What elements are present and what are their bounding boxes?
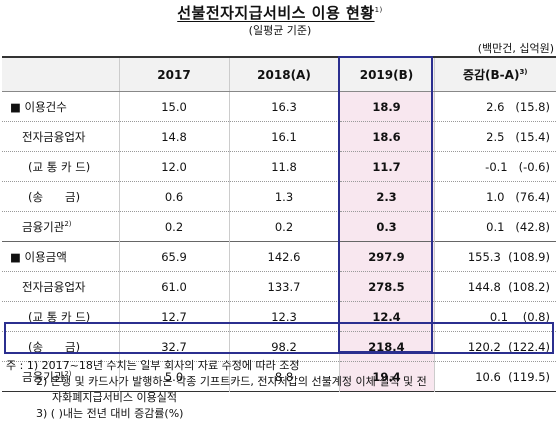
table-row: 금융기관2) 5.0 8.8 19.4 10.6 (119.5) (2, 361, 556, 392)
row-label-text: (교 통 카 드) (28, 159, 91, 174)
subtitle: (일평균 기준) (248, 24, 312, 37)
row-label: ■ 이용금액 (2, 241, 119, 272)
footnote-2-cont: 자화폐지급서비스 이용실적 (52, 391, 177, 404)
header-2019: 2019(B) (338, 57, 434, 92)
cell-2018: 98.2 (228, 331, 339, 362)
header-change-label: 증감(B-A) (462, 68, 520, 82)
cell-change: 0.1 (42.8) (433, 211, 556, 242)
footnote-1: 주 : 1) 2017~18년 수치는 일부 회사의 자료 수정에 따라 조정 (6, 359, 300, 372)
table-row: (교 통 카 드) 12.0 11.8 11.7 -0.1 (-0.6) (2, 151, 556, 182)
row-label: (교 통 카 드) (2, 151, 119, 182)
cell-2018: 142.6 (228, 241, 339, 272)
cell-2019: 19.4 (338, 361, 434, 392)
page-title: 선불전자지급서비스 이용 현황1) (0, 2, 560, 23)
table-row: (교 통 카 드) 12.7 12.3 12.4 0.1 (0.8) (2, 301, 556, 332)
row-label: (교 통 카 드) (2, 301, 119, 332)
cell-2017: 12.0 (118, 151, 229, 182)
cell-change: 2.6 (15.8) (433, 91, 556, 122)
table-row: ■ 이용금액 65.9 142.6 297.9 155.3 (108.9) (2, 241, 556, 272)
cell-2019: 18.9 (338, 91, 434, 122)
row-label-text: (송 금) (28, 339, 81, 354)
header-row: 2017 2018(A) 2019(B) 증감(B-A)3) (2, 57, 556, 92)
row-label-text: 금융기관 (22, 219, 65, 234)
cell-2018: 1.3 (228, 181, 339, 212)
cell-change: 0.1 (0.8) (433, 301, 556, 332)
cell-2019: 18.6 (338, 121, 434, 152)
header-label (2, 57, 119, 92)
row-label: 금융기관2) (2, 211, 119, 242)
row-label-text: ■ 이용건수 (10, 99, 67, 114)
footnote-2: 2) 은행 및 카드사가 발행하는 각종 기프트카드, 전자지갑의 선불계정 이… (36, 375, 427, 388)
cell-2017: 5.0 (118, 361, 229, 392)
cell-2019: 218.4 (338, 331, 434, 362)
table-row: (송 금) 0.6 1.3 2.3 1.0 (76.4) (2, 181, 556, 212)
row-label: (송 금) (2, 181, 119, 212)
row-label-note: 2) (64, 219, 72, 228)
header-change-note: 3) (519, 68, 528, 76)
row-label-text: (송 금) (28, 189, 81, 204)
cell-change: 1.0 (76.4) (433, 181, 556, 212)
header-change: 증감(B-A)3) (433, 57, 556, 92)
cell-2017: 32.7 (118, 331, 229, 362)
cell-2017: 12.7 (118, 301, 229, 332)
cell-2018: 0.2 (228, 211, 339, 242)
cell-change: 10.6 (119.5) (433, 361, 556, 392)
header-2017: 2017 (118, 57, 229, 92)
row-label-text: 금융기관 (22, 369, 65, 384)
row-label: 전자금융업자 (2, 271, 119, 302)
title-text: 선불전자지급서비스 이용 현황 (177, 4, 375, 22)
cell-change: 144.8 (108.2) (433, 271, 556, 302)
table-row: 전자금융업자 61.0 133.7 278.5 144.8 (108.2) (2, 271, 556, 302)
table-row: ■ 이용건수 15.0 16.3 18.9 2.6 (15.8) (2, 91, 556, 122)
table-row: 금융기관2) 0.2 0.2 0.3 0.1 (42.8) (2, 211, 556, 242)
cell-2018: 11.8 (228, 151, 339, 182)
cell-2019: 11.7 (338, 151, 434, 182)
data-table: 2017 2018(A) 2019(B) 증감(B-A)3) ■ 이용건수 15… (2, 56, 556, 392)
cell-2018: 8.8 (228, 361, 339, 392)
cell-2019: 297.9 (338, 241, 434, 272)
cell-2017: 61.0 (118, 271, 229, 302)
cell-2017: 0.2 (118, 211, 229, 242)
row-label-text: ■ 이용금액 (10, 249, 67, 264)
cell-change: 120.2 (122.4) (433, 331, 556, 362)
row-label-text: 전자금융업자 (22, 279, 86, 294)
footnote-3: 3) ( )내는 전년 대비 증감률(%) (36, 407, 184, 420)
table-row: 전자금융업자 14.8 16.1 18.6 2.5 (15.4) (2, 121, 556, 152)
header-2018: 2018(A) (228, 57, 339, 92)
row-label: (송 금) (2, 331, 119, 362)
row-label-note: 2) (64, 369, 72, 378)
cell-2018: 16.3 (228, 91, 339, 122)
table-row: (송 금) 32.7 98.2 218.4 120.2 (122.4) (2, 331, 556, 362)
cell-2019: 12.4 (338, 301, 434, 332)
cell-2017: 0.6 (118, 181, 229, 212)
cell-2018: 12.3 (228, 301, 339, 332)
row-label: 전자금융업자 (2, 121, 119, 152)
row-label: 금융기관2) (2, 361, 119, 392)
cell-2017: 14.8 (118, 121, 229, 152)
cell-change: 2.5 (15.4) (433, 121, 556, 152)
cell-2017: 15.0 (118, 91, 229, 122)
cell-2019: 2.3 (338, 181, 434, 212)
unit-label: (백만건, 십억원) (477, 42, 554, 55)
row-label: ■ 이용건수 (2, 91, 119, 122)
cell-2018: 133.7 (228, 271, 339, 302)
cell-2019: 278.5 (338, 271, 434, 302)
cell-2017: 65.9 (118, 241, 229, 272)
cell-change: 155.3 (108.9) (433, 241, 556, 272)
row-label-text: (교 통 카 드) (28, 309, 91, 324)
cell-change: -0.1 (-0.6) (433, 151, 556, 182)
row-label-text: 전자금융업자 (22, 129, 86, 144)
title-footnote-mark: 1) (374, 6, 383, 14)
cell-2018: 16.1 (228, 121, 339, 152)
footnotes: 주 : 1) 2017~18년 수치는 일부 회사의 자료 수정에 따라 조정 … (6, 358, 558, 422)
cell-2019: 0.3 (338, 211, 434, 242)
